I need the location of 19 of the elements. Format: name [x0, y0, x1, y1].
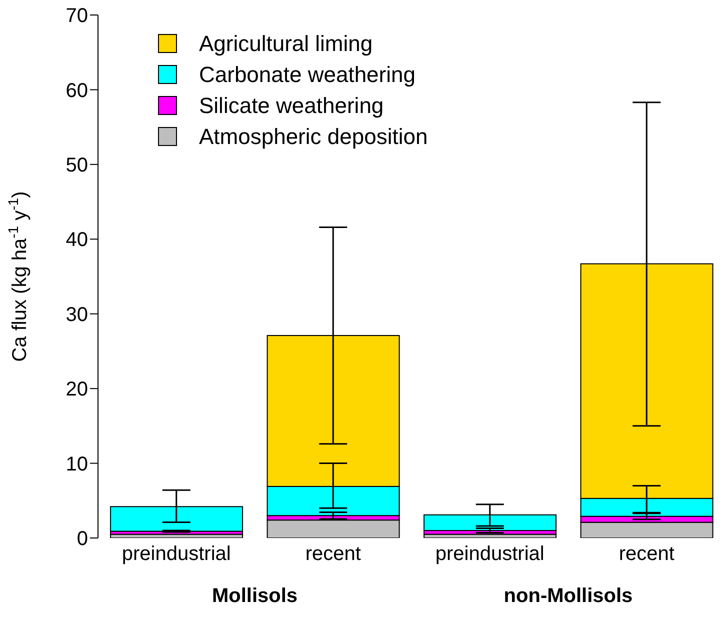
- y-tick-label: 10: [66, 453, 88, 476]
- legend-label: Carbonate weathering: [199, 62, 416, 88]
- x-tick-label: preindustrial: [435, 543, 544, 566]
- legend-label: Atmospheric deposition: [199, 124, 428, 150]
- y-tick-label: 30: [66, 304, 88, 326]
- x-tick-label: recent: [618, 543, 675, 566]
- legend-label: Agricultural liming: [199, 30, 373, 56]
- y-tick-label: 40: [66, 229, 88, 252]
- x-tick-label: preindustrial: [122, 543, 231, 566]
- text: non-Mollisols: [502, 585, 634, 608]
- y-tick-label: 20: [66, 378, 88, 401]
- bar: [266, 520, 400, 538]
- text: Mollisols: [210, 585, 299, 608]
- legend-label: Silicate weathering: [199, 92, 384, 118]
- y-tick-label: 50: [66, 154, 88, 177]
- y-tick-label: 0: [76, 528, 88, 550]
- y-tick-label: 70: [66, 5, 88, 28]
- x-tick-label: recent: [305, 543, 362, 566]
- y-tick-label: 60: [66, 80, 88, 102]
